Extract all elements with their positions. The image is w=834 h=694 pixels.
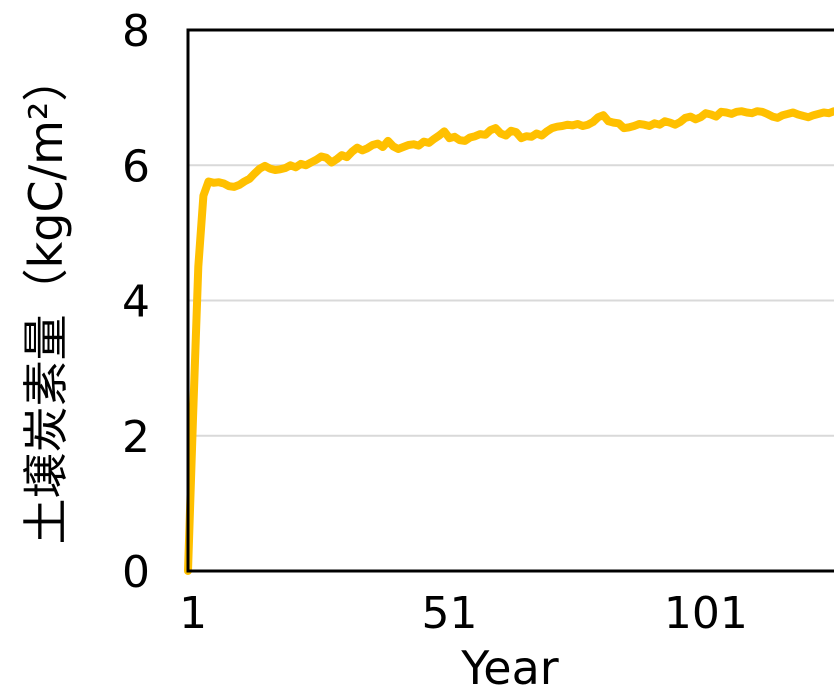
x-axis-label: Year [460, 641, 558, 694]
y-axis-tick-labels: 0 2 4 6 8 [122, 6, 150, 598]
y-tick-label-6: 6 [122, 141, 150, 192]
axes [186, 28, 834, 573]
y-tick-label-2: 2 [122, 412, 150, 463]
x-tick-label-1: 1 [179, 588, 207, 639]
x-tick-label-101: 101 [664, 588, 748, 639]
x-tick-label-51: 51 [421, 588, 477, 639]
y-tick-label-0: 0 [122, 547, 150, 598]
soil-carbon-series-line [184, 107, 834, 575]
y-tick-label-4: 4 [122, 277, 150, 328]
gridlines [188, 164, 834, 437]
x-axis-tick-labels: 1 51 101 [179, 588, 748, 639]
y-tick-label-8: 8 [122, 6, 150, 57]
y-axis-label: 土壌炭素量（kgC/m²） [19, 56, 73, 545]
